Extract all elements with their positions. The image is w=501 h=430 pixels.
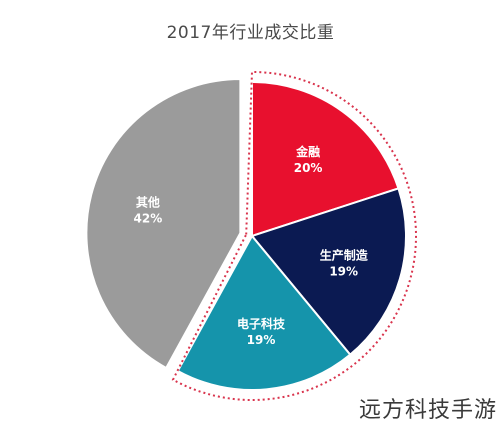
pie-slice-4 [85,78,242,370]
pie-slice-3 [176,234,352,391]
watermark-text: 远方科技手游 [358,398,497,423]
chart-title: 2017年行业成交比重 [166,23,335,43]
highlight-outline [171,70,417,401]
slice-label-2: 生产制造 [320,248,369,263]
pie-slices [85,78,407,391]
slice-value-3: 19% [247,333,276,347]
pie-slice-2 [250,187,407,357]
slice-label-1: 金融 [295,144,320,159]
slice-label-4: 其他 [136,194,160,209]
slice-value-2: 19% [329,265,358,279]
slice-label-3: 电子科技 [237,316,286,331]
pie-slice-1 [251,80,400,238]
slice-value-4: 42% [134,211,163,225]
highlight-dotted-outline [171,70,417,401]
pie-labels: 金融 20% 生产制造 19% 电子科技 19% 其他 42% [134,144,369,347]
slice-value-1: 20% [294,161,323,175]
